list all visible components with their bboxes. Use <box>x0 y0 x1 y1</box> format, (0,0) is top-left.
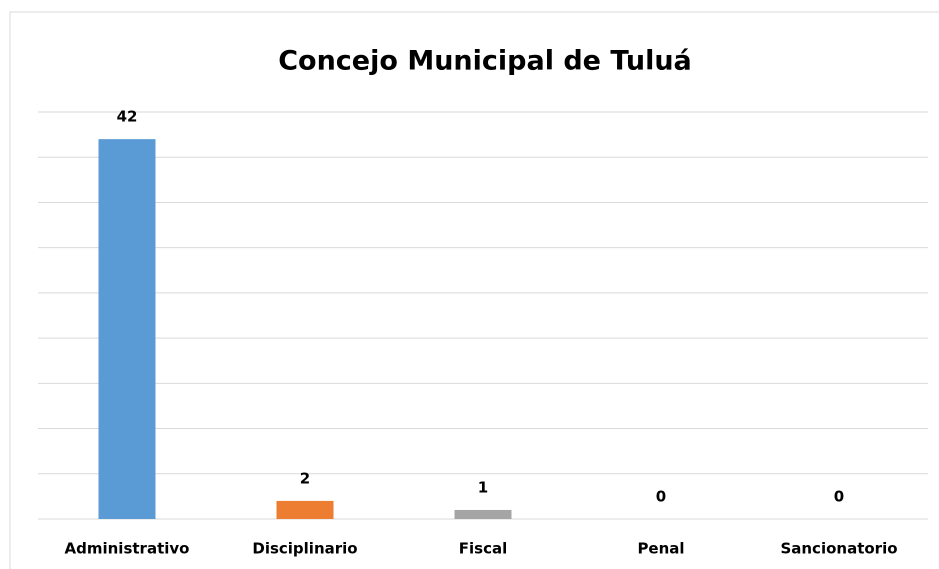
data-label: 0 <box>834 488 844 506</box>
data-label: 0 <box>656 488 666 506</box>
x-tick-label: Administrativo <box>65 540 190 558</box>
bar <box>276 500 334 519</box>
data-label: 1 <box>478 478 488 496</box>
bar <box>98 139 156 519</box>
x-tick-label: Disciplinario <box>252 540 357 558</box>
x-tick-label: Penal <box>637 540 684 558</box>
x-tick-label: Fiscal <box>459 540 507 558</box>
bar <box>454 509 512 519</box>
chart-frame <box>9 11 939 569</box>
data-label: 2 <box>300 469 310 487</box>
data-label: 42 <box>117 108 138 126</box>
x-tick-label: Sancionatorio <box>780 540 897 558</box>
chart-title: Concejo Municipal de Tuluá <box>278 46 692 77</box>
